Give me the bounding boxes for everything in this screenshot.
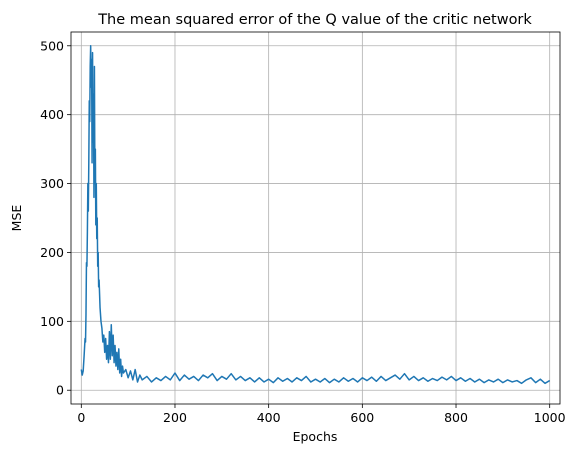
series-layer <box>80 45 551 385</box>
y-tick-label: 300 <box>40 176 64 191</box>
y-tick-label: 0 <box>56 383 64 398</box>
x-tick-label: 1000 <box>534 410 566 425</box>
series-line <box>80 45 551 385</box>
x-axis: 0 200 400 600 800 1000 <box>77 404 566 425</box>
y-tick-label: 500 <box>40 38 64 53</box>
x-tick-label: 600 <box>350 410 374 425</box>
x-tick-label: 400 <box>257 410 281 425</box>
x-tick-label: 200 <box>163 410 187 425</box>
y-tick-label: 400 <box>40 107 64 122</box>
y-axis-label: MSE <box>9 205 24 232</box>
x-tick-label: 0 <box>77 410 85 425</box>
grid <box>71 32 560 404</box>
y-axis: 0 100 200 300 400 500 <box>40 38 71 398</box>
y-tick-label: 100 <box>40 314 64 329</box>
x-tick-label: 800 <box>444 410 468 425</box>
x-axis-label: Epochs <box>293 429 338 444</box>
y-tick-label: 200 <box>40 245 64 260</box>
chart-title: The mean squared error of the Q value of… <box>97 12 532 28</box>
plot-frame <box>70 31 561 405</box>
